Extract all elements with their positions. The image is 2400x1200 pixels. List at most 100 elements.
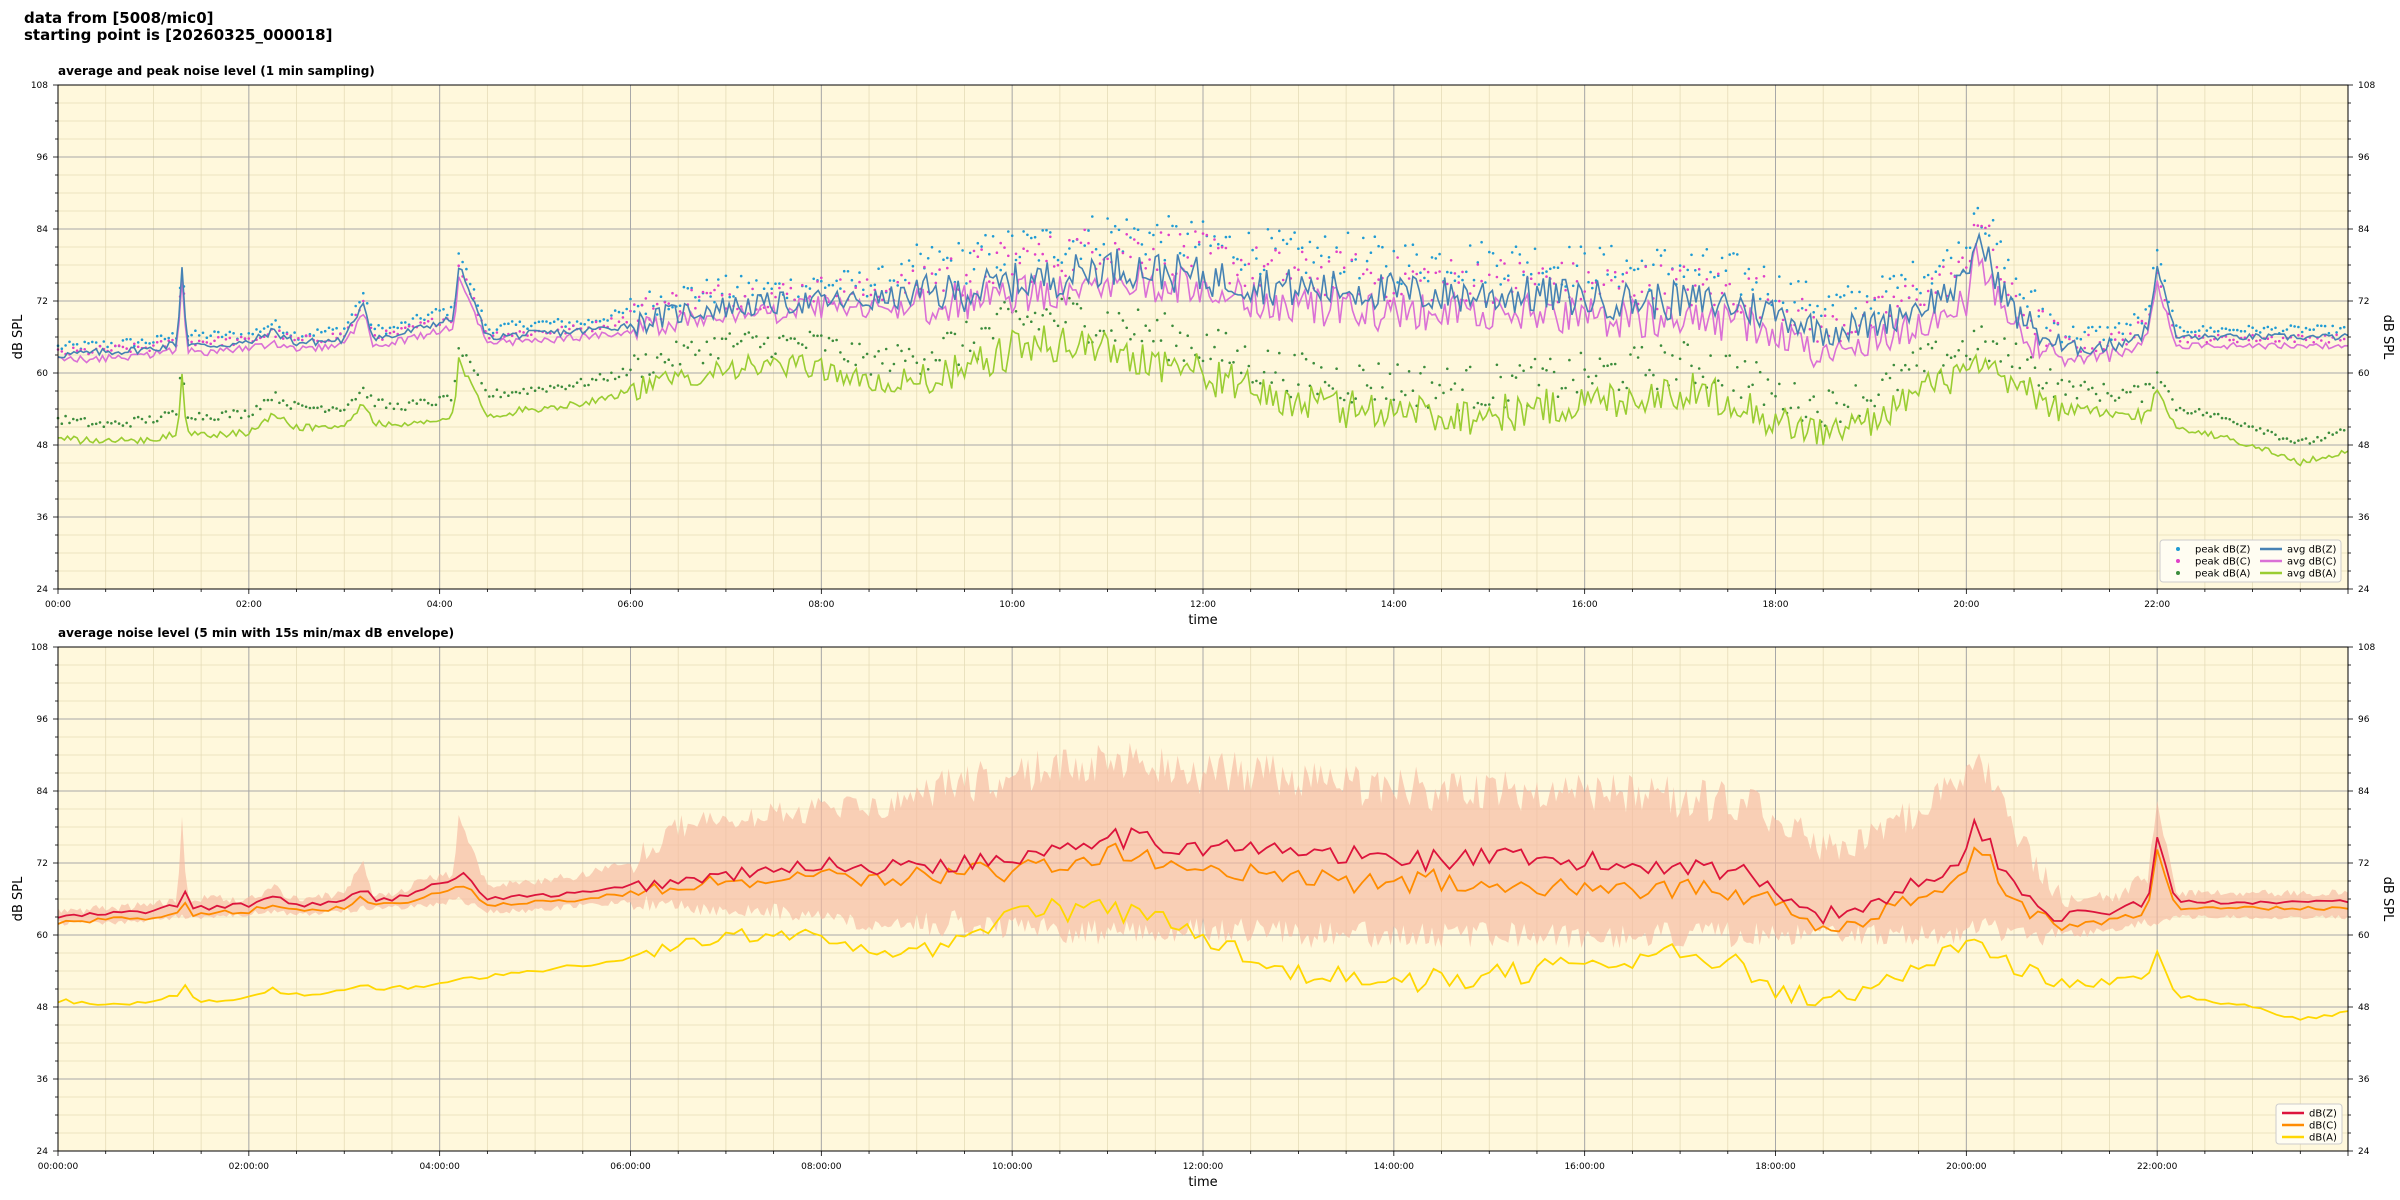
peak-a-point — [633, 354, 636, 357]
peak-a-point — [808, 330, 812, 334]
peak-z-point — [396, 326, 400, 330]
peak-a-point — [575, 381, 579, 385]
y-tick-label-right: 36 — [2358, 1075, 2370, 1085]
peak-a-point — [1266, 349, 1270, 353]
peak-z-point — [934, 273, 938, 276]
peak-a-point — [911, 355, 915, 358]
peak-c-point — [1663, 292, 1667, 295]
peak-c-point — [1610, 279, 1613, 282]
peak-z-point — [2148, 304, 2151, 308]
peak-a-point — [400, 408, 403, 411]
peak-a-point — [1583, 368, 1586, 371]
peak-a-point — [636, 357, 640, 361]
peak-c-point — [1213, 238, 1216, 241]
peak-a-point — [1915, 364, 1918, 367]
peak-c-point — [518, 330, 522, 333]
x-tick-label: 18:00:00 — [1755, 1162, 1796, 1172]
peak-a-point — [381, 398, 384, 401]
peak-z-point — [1052, 255, 1056, 259]
peak-c-point — [2110, 332, 2113, 336]
peak-a-point — [1884, 372, 1888, 375]
peak-a-point — [1537, 383, 1541, 387]
peak-z-point — [606, 319, 609, 322]
x-tick-label: 22:00 — [2144, 600, 2170, 610]
peak-a-point — [1896, 388, 1899, 392]
peak-z-point — [2098, 325, 2102, 329]
peak-a-point — [468, 360, 472, 364]
x-tick-label: 12:00 — [1190, 600, 1216, 610]
peak-z-point — [2144, 308, 2147, 311]
peak-z-point — [1117, 228, 1121, 232]
peak-z-point — [591, 320, 594, 324]
y-tick-label-left: 36 — [37, 1075, 49, 1085]
peak-z-point — [568, 321, 571, 324]
peak-a-point — [1919, 347, 1922, 350]
peak-z-point — [457, 252, 461, 255]
peak-a-point — [690, 340, 693, 344]
peak-a-point — [1594, 374, 1598, 378]
peak-a-point — [1205, 333, 1209, 337]
peak-a-point — [1579, 351, 1583, 355]
peak-a-point — [430, 403, 434, 407]
peak-z-point — [778, 282, 781, 285]
y-axis-label-left: dB SPL — [11, 876, 26, 921]
peak-a-point — [1846, 405, 1850, 409]
y-tick-label-left: 24 — [37, 1147, 49, 1157]
peak-a-point — [1354, 397, 1357, 400]
peak-a-point — [2274, 433, 2277, 437]
peak-a-point — [209, 417, 212, 420]
peak-z-point — [2228, 328, 2231, 332]
peak-c-point — [1919, 303, 1922, 307]
peak-a-point — [1671, 354, 1674, 357]
peak-c-point — [1758, 316, 1762, 319]
peak-z-point — [1789, 282, 1793, 286]
peak-a-point — [938, 358, 941, 362]
peak-a-point — [907, 347, 911, 351]
peak-a-point — [2182, 409, 2186, 412]
peak-z-point — [1045, 228, 1048, 232]
peak-a-point — [759, 345, 762, 349]
peak-a-point — [1079, 307, 1083, 310]
peak-a-point — [896, 344, 899, 347]
peak-a-point — [747, 331, 751, 334]
peak-a-point — [1449, 388, 1453, 391]
peak-c-point — [2022, 313, 2025, 317]
peak-a-point — [739, 339, 743, 343]
peak-c-point — [923, 265, 926, 269]
peak-a-point — [545, 390, 548, 393]
peak-a-point — [308, 406, 312, 410]
peak-z-point — [358, 301, 361, 304]
peak-c-point — [1243, 284, 1247, 288]
peak-a-point — [2010, 365, 2014, 369]
legend-box — [2159, 539, 2342, 583]
peak-c-point — [1446, 282, 1449, 286]
peak-z-point — [1068, 247, 1071, 250]
peak-z-point — [1079, 257, 1083, 261]
x-tick-label: 06:00:00 — [610, 1162, 651, 1172]
peak-a-point — [301, 404, 304, 407]
peak-z-point — [633, 310, 636, 313]
peak-a-point — [289, 407, 293, 410]
peak-z-point — [1289, 237, 1293, 241]
peak-c-point — [1583, 290, 1586, 293]
peak-a-point — [999, 307, 1002, 310]
peak-c-point — [2037, 309, 2041, 312]
peak-c-point — [1694, 284, 1697, 287]
peak-c-point — [228, 336, 232, 340]
peak-z-point — [1209, 244, 1212, 247]
peak-c-point — [426, 320, 430, 323]
peak-z-point — [1140, 243, 1144, 246]
peak-c-point — [1266, 262, 1270, 266]
peak-c-point — [613, 324, 617, 327]
peak-z-point — [2293, 325, 2296, 328]
peak-c-point — [1251, 276, 1254, 280]
peak-z-point — [1194, 245, 1197, 249]
peak-a-point — [598, 372, 602, 376]
peak-z-point — [942, 258, 945, 262]
peak-c-point — [1934, 291, 1938, 294]
peak-c-point — [2209, 339, 2212, 342]
peak-a-point — [1476, 401, 1480, 405]
x-axis-label: time — [1188, 613, 1217, 628]
peak-z-point — [846, 270, 850, 273]
y-axis-label-right: dB SPL — [2380, 315, 2395, 360]
